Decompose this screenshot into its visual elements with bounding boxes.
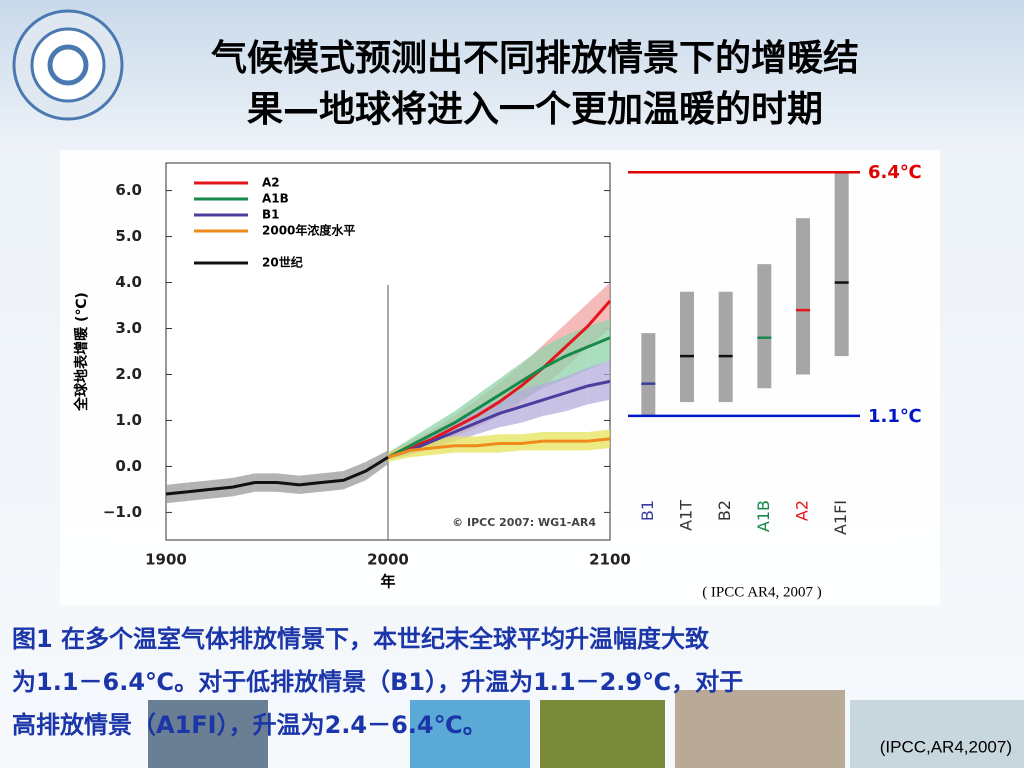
category-label: A1T [677,500,696,531]
caption: 高排放情景（A1FI），升温为2.4－6.4℃。 [12,711,487,739]
source: ( IPCC AR4, 2007 ) [702,584,822,600]
category-label: A2 [793,500,812,521]
y-axis-label: 全球地表增暖 (℃) [73,292,90,412]
series-line [165,455,389,496]
annotation: © IPCC 2007: WG1-AR4 [452,516,596,529]
y-tick-label: −1.0 [103,503,142,521]
y-tick-label: 2.0 [115,365,142,383]
y-tick-label: 1.0 [115,411,142,429]
category-label: B1 [638,500,657,521]
reference-label: 6.4℃ [868,162,922,183]
footer: (IPCC,AR4,2007) [880,737,1012,756]
caption: 为1.1－6.4℃。对于低排放情景（B1），升温为1.1－2.9℃，对于 [12,668,743,696]
y-tick-label: 3.0 [115,319,142,337]
y-tick-label: 0.0 [115,457,142,475]
logo [12,9,124,121]
caption: 图1 在多个温室气体排放情景下，本世纪末全球平均升温幅度大致 [12,625,710,653]
y-tick-label: 5.0 [115,227,142,245]
legend-label: 20世纪 [262,255,303,270]
range-bar [718,291,733,403]
uncertainty-band [587,319,610,370]
range-bar [680,291,694,403]
range-bar [796,218,810,375]
range-bar [641,333,656,416]
series-line [387,336,611,459]
legend-label: B1 [262,208,280,222]
category-label: A1FI [831,500,850,535]
slide-title: 气候模式预测出不同排放情景下的增暖结 [211,38,859,79]
series-line [387,379,611,459]
range-bar [757,264,772,389]
category-label: B2 [715,500,734,521]
reference-label: 1.1℃ [868,406,922,427]
legend-label: A2 [262,176,280,190]
x-tick-label: 2100 [589,551,631,569]
x-axis-label: 年 [380,573,395,591]
y-tick-label: 4.0 [115,273,142,291]
x-tick-label: 1900 [145,551,187,569]
y-tick-label: 6.0 [115,181,142,199]
bottom-photos [148,690,1024,768]
series-line [387,299,612,459]
legend-label: A1B [262,192,289,206]
range-bar [834,172,849,357]
category-label: A1B [754,500,773,532]
x-tick-label: 2000 [367,551,409,569]
series-line [387,437,611,459]
slide-title: 果—地球将进入一个更加温暖的时期 [247,89,823,130]
charts: −1.0 0.0 1.0 2.0 3.0 4.0 5.0 6.0 1900 2000 2100 年 全球… [73,162,922,590]
legend-label: 2000年浓度水平 [262,223,355,238]
